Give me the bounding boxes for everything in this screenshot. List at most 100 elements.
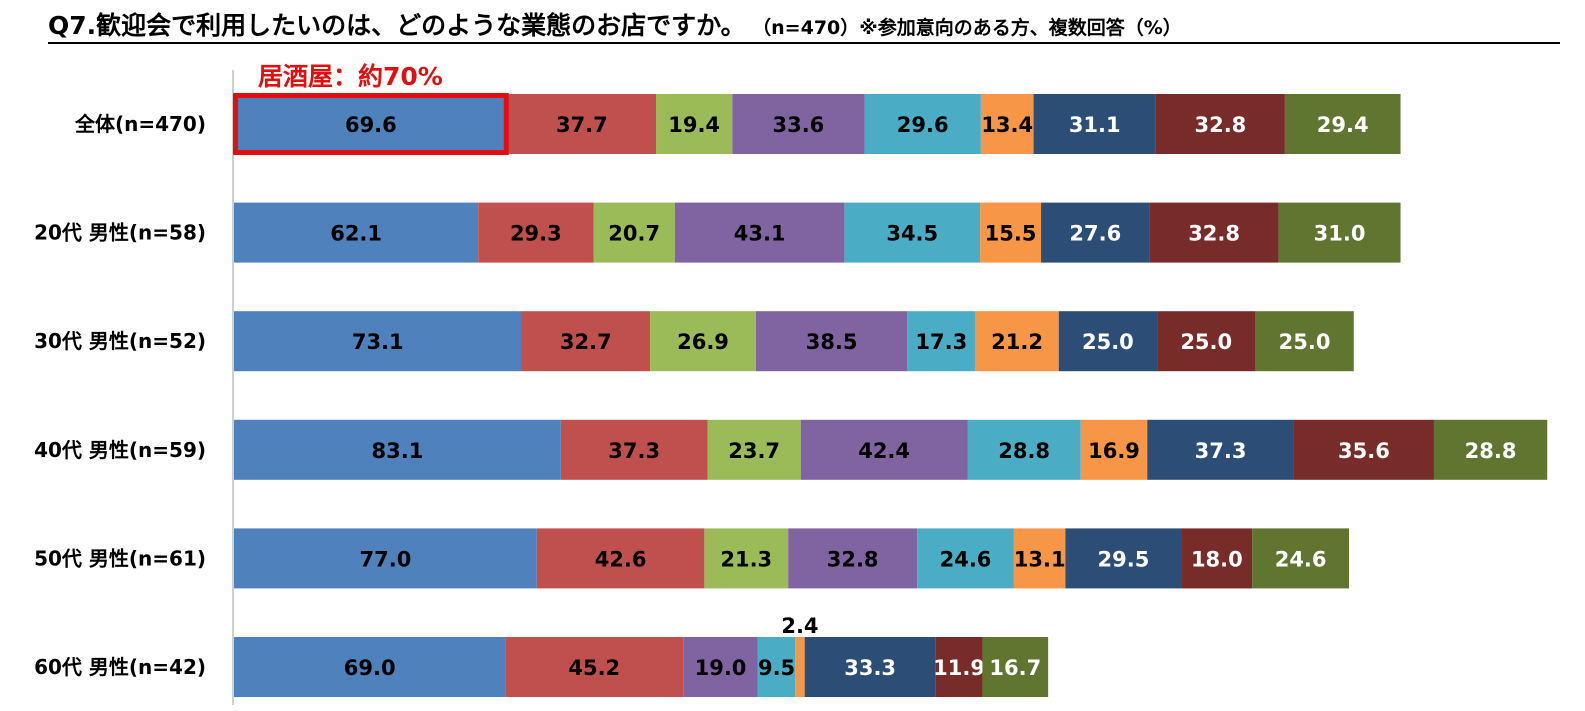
- bar-value-label: 42.6: [595, 547, 647, 571]
- bar-segment: [844, 202, 981, 263]
- bar-value-label: 73.1: [352, 330, 404, 354]
- bar-value-label: 13.4: [981, 113, 1033, 137]
- bar-value-label: 32.8: [1188, 222, 1240, 246]
- bar-value-label: 77.0: [360, 547, 412, 571]
- bar-segment: [704, 528, 789, 589]
- bar-value-label: 24.6: [1275, 547, 1327, 571]
- bar-segment: [507, 94, 657, 154]
- bar-value-label: 34.5: [886, 222, 938, 246]
- bar-value-label: 19.4: [668, 113, 720, 137]
- bar-segment: [967, 419, 1081, 480]
- bar-segment: [864, 94, 981, 154]
- bar-value-label: 69.6: [345, 113, 397, 137]
- bar-segment: [536, 528, 705, 589]
- bar-value-label: 35.6: [1338, 439, 1390, 463]
- bar-value-label: 37.3: [1195, 439, 1247, 463]
- bar-value-label: 25.0: [1180, 330, 1232, 354]
- bar-value-label: 83.1: [372, 439, 424, 463]
- bar-value-label: 16.7: [989, 656, 1041, 680]
- bar-segment: [1284, 94, 1401, 154]
- chart-title-text: Q7.歓迎会で利用したいのは、どのような業態のお店ですか。: [48, 11, 746, 40]
- bar-value-label: 29.3: [510, 222, 562, 246]
- bar-value-label: 33.3: [844, 656, 896, 680]
- bar-value-label: 45.2: [568, 656, 620, 680]
- bar-segment: [907, 311, 976, 372]
- bar-segment: [707, 419, 801, 480]
- bar-value-label: 15.5: [985, 222, 1037, 246]
- bar-value-label: 37.3: [608, 439, 660, 463]
- bar-segment: [560, 419, 708, 480]
- bar-value-label: 38.5: [806, 330, 858, 354]
- bar-value-label: 28.8: [1465, 439, 1517, 463]
- bar-segment: [1041, 202, 1150, 263]
- bar-value-label: 29.4: [1317, 113, 1369, 137]
- highlight-box: [233, 93, 509, 155]
- category-label: 20代 男性(n=58): [34, 221, 206, 245]
- bar-value-label: 26.9: [677, 330, 729, 354]
- bar-value-label: 43.1: [734, 222, 786, 246]
- bar-value-label: 21.3: [720, 547, 772, 571]
- bar-value-label: 32.8: [1194, 113, 1246, 137]
- bar-segment: [935, 637, 983, 697]
- bar-segment: [980, 94, 1034, 154]
- bar-segment: [1278, 202, 1401, 263]
- bar-segment: [234, 419, 561, 480]
- bar-value-label: 2.4: [781, 614, 818, 638]
- bar-segment: [234, 637, 506, 697]
- bar-value-label: 29.5: [1098, 547, 1150, 571]
- bar-segment: [975, 311, 1059, 372]
- bar-value-label: 11.9: [933, 656, 985, 680]
- bar-value-label: 17.3: [915, 330, 967, 354]
- bar-value-label: 21.2: [991, 330, 1043, 354]
- bar-value-label: 16.9: [1088, 439, 1140, 463]
- bar-segment: [1033, 94, 1156, 154]
- bar-segment: [234, 202, 479, 263]
- bar-segment: [1065, 528, 1182, 589]
- category-label: 30代 男性(n=52): [34, 329, 206, 353]
- bar-value-label: 37.7: [556, 113, 608, 137]
- bar-value-label: 24.6: [940, 547, 992, 571]
- bar-segment: [1080, 419, 1148, 480]
- bar-segment: [757, 637, 796, 697]
- bar-value-label: 13.1: [1014, 547, 1066, 571]
- category-label: 60代 男性(n=42): [34, 655, 206, 679]
- bar-value-label: 69.0: [344, 656, 396, 680]
- bar-value-label: 25.0: [1279, 330, 1331, 354]
- bar-segment: [1255, 311, 1354, 372]
- bar-segment: [234, 94, 508, 154]
- bar-segment: [478, 202, 594, 263]
- bar-value-label: 32.7: [560, 330, 612, 354]
- bar-segment: [593, 202, 675, 263]
- bar-value-label: 23.7: [728, 439, 780, 463]
- bar-segment: [1149, 202, 1279, 263]
- bar-segment: [1013, 528, 1066, 589]
- bar-segment: [1058, 311, 1158, 372]
- bar-segment: [917, 528, 1014, 589]
- bar-segment: [980, 202, 1042, 263]
- bar-segment: [650, 311, 756, 372]
- bar-segment: [804, 637, 936, 697]
- bar-segment: [800, 419, 968, 480]
- bar-value-label: 27.6: [1069, 222, 1121, 246]
- bar-segment: [521, 311, 651, 372]
- bar-segment: [234, 528, 537, 589]
- bar-segment: [1181, 528, 1253, 589]
- bar-segment: [674, 202, 845, 263]
- bar-value-label: 42.4: [858, 439, 910, 463]
- bar-value-label: 18.0: [1191, 547, 1243, 571]
- bar-value-label: 9.5: [758, 656, 795, 680]
- bar-segment: [505, 637, 684, 697]
- category-label: 全体(n=470): [74, 112, 206, 136]
- bar-segment: [683, 637, 758, 697]
- bar-value-label: 25.0: [1082, 330, 1134, 354]
- bar-value-label: 29.6: [897, 113, 949, 137]
- bar-value-label: 33.6: [772, 113, 824, 137]
- chart-subtitle: （n=470）※参加意向のある方、複数回答（%）: [761, 17, 1182, 39]
- bar-value-label: 32.8: [827, 547, 879, 571]
- bar-segment: [795, 637, 805, 697]
- bar-segment: [1293, 419, 1434, 480]
- bar-segment: [1147, 419, 1294, 480]
- bar-segment: [732, 94, 865, 154]
- bar-segment: [1155, 94, 1285, 154]
